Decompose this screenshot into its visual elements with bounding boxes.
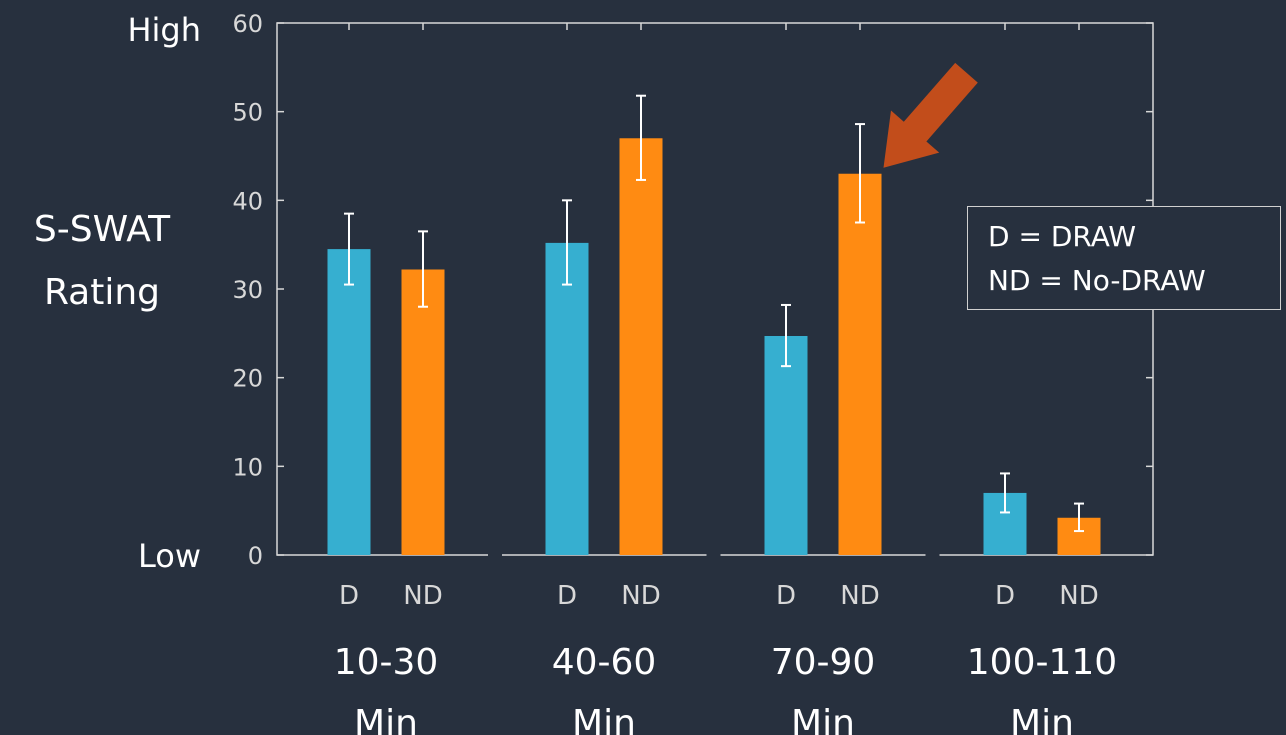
group-label-1-line-1: Min [572, 703, 636, 735]
bar-label-3-d: D [995, 581, 1015, 611]
y-tick-label-5: 50 [232, 99, 263, 127]
bar-1-nd [619, 138, 663, 555]
y-axis-label-line-0: S-SWAT [34, 209, 171, 250]
group-label-2-line-0: 70-90 [771, 642, 876, 683]
bar-label-0-d: D [339, 581, 359, 611]
bar-label-2-d: D [776, 581, 796, 611]
bar-2-d [764, 335, 808, 555]
y-axis-label-line-1: Rating [44, 272, 160, 313]
y-tick-label-6: 60 [232, 10, 263, 38]
y-tick-label-2: 20 [232, 365, 263, 393]
bar-1-d [545, 242, 589, 556]
y-low-label: Low [138, 537, 201, 575]
group-label-3-line-1: Min [1010, 703, 1074, 735]
bar-label-1-nd: ND [621, 581, 660, 611]
annotation-arrow [883, 62, 978, 168]
bar-label-0-nd: ND [403, 581, 442, 611]
bar-label-3-nd: ND [1059, 581, 1098, 611]
bar-2-nd [838, 173, 882, 555]
group-label-3-line-0: 100-110 [967, 642, 1117, 683]
y-tick-label-4: 40 [232, 187, 263, 215]
y-tick-label-0: 0 [248, 542, 263, 570]
y-tick-label-1: 10 [232, 453, 263, 481]
bar-label-2-nd: ND [840, 581, 879, 611]
legend-entry-nd: ND = No-DRAW [988, 264, 1206, 297]
group-label-2-line-1: Min [791, 703, 855, 735]
legend-box: D = DRAW ND = No-DRAW [967, 206, 1281, 310]
group-label-1-line-0: 40-60 [552, 642, 657, 683]
y-tick-label-3: 30 [232, 276, 263, 304]
group-label-0-line-0: 10-30 [334, 642, 439, 683]
group-label-0-line-1: Min [354, 703, 418, 735]
bar-label-1-d: D [557, 581, 577, 611]
y-high-label: High [127, 11, 201, 49]
bar-0-nd [401, 269, 445, 555]
legend-entry-d: D = DRAW [988, 220, 1137, 253]
bar-0-d [327, 249, 371, 555]
